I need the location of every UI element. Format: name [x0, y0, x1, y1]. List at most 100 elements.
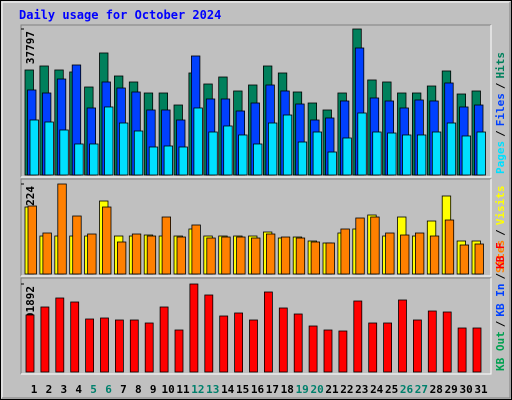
x-tick-label: 23 — [355, 383, 368, 396]
x-tick-label: 7 — [120, 383, 127, 396]
bar — [85, 318, 94, 373]
bar — [474, 243, 484, 275]
bar — [25, 314, 35, 373]
bar — [72, 215, 82, 275]
legend-separator: / — [494, 273, 507, 280]
bar — [442, 311, 452, 373]
bar — [476, 131, 486, 176]
x-tick-label: 12 — [191, 383, 204, 396]
bar — [191, 224, 201, 275]
bar — [385, 232, 395, 275]
bar — [427, 310, 437, 373]
x-tick-label: 3 — [60, 383, 67, 396]
panel-border — [20, 277, 491, 374]
panel-border — [21, 25, 492, 178]
bar — [176, 236, 186, 275]
x-tick-label: 13 — [206, 383, 219, 396]
x-tick-label: 24 — [370, 383, 384, 396]
x-tick-label: 2 — [46, 383, 53, 396]
bar — [446, 122, 457, 176]
legend-entry: KB In — [494, 284, 507, 317]
panel-border — [20, 24, 491, 177]
legend-separator: / — [494, 229, 507, 236]
bar — [416, 134, 427, 176]
bar — [189, 283, 199, 373]
y-max-label: 37797 — [24, 31, 37, 64]
legend-entry: Pages — [494, 141, 507, 174]
bar — [146, 235, 157, 275]
legend-entry: Files — [494, 93, 507, 126]
x-tick-label: 22 — [340, 383, 353, 396]
bar — [278, 307, 288, 373]
x-tick-label: 20 — [310, 383, 323, 396]
x-tick-label: 18 — [281, 383, 294, 396]
bar — [357, 112, 367, 176]
bar — [27, 205, 37, 275]
panel-border — [20, 178, 491, 276]
bar — [74, 143, 84, 176]
x-tick-label: 28 — [430, 383, 443, 396]
bar — [400, 234, 410, 275]
bar — [44, 121, 54, 176]
x-tick-label: 17 — [266, 383, 279, 396]
bar — [267, 122, 278, 176]
x-tick-label: 29 — [445, 383, 458, 396]
bar — [133, 130, 144, 176]
legend-entry: Sites — [494, 240, 507, 273]
bar — [325, 242, 335, 275]
x-tick-label: 16 — [251, 383, 265, 396]
x-tick-label: 4 — [75, 383, 82, 396]
bar — [238, 134, 248, 176]
bar — [249, 319, 258, 373]
bar — [353, 300, 363, 373]
bar — [342, 137, 352, 176]
bar — [115, 319, 124, 373]
bar — [461, 135, 472, 176]
bar — [89, 143, 99, 176]
bar — [327, 151, 337, 176]
bar — [100, 317, 109, 373]
bar — [282, 114, 293, 176]
bar — [161, 216, 172, 275]
bar — [368, 322, 378, 373]
x-tick-label: 25 — [385, 383, 398, 396]
legend: Sites / Visits — [494, 186, 507, 274]
bar — [119, 122, 129, 176]
bar — [338, 330, 348, 373]
bar — [280, 236, 291, 275]
x-tick-label: 8 — [135, 383, 142, 396]
x-tick-label: 21 — [325, 383, 339, 396]
chart-title: Daily usage for October 2024 — [19, 8, 221, 22]
legend-entry: Hits — [494, 52, 507, 79]
x-tick-label: 1 — [31, 383, 38, 396]
legend-separator: / — [494, 130, 507, 137]
legend-separator: / — [494, 82, 507, 89]
bar — [131, 233, 142, 275]
x-tick-label: 9 — [150, 383, 157, 396]
bar — [472, 327, 482, 373]
x-tick-label: 5 — [90, 383, 97, 396]
bar — [370, 216, 380, 275]
bar — [144, 322, 154, 373]
bar — [55, 297, 65, 373]
x-tick-label: 15 — [236, 383, 249, 396]
bar — [87, 233, 97, 275]
x-tick-label: 26 — [400, 383, 414, 396]
bar — [29, 119, 39, 176]
bar — [253, 143, 263, 176]
x-tick-label: 6 — [105, 383, 112, 396]
bar — [310, 241, 321, 275]
bar — [129, 319, 139, 373]
bar — [102, 206, 112, 275]
bar — [204, 294, 214, 373]
bar — [412, 319, 422, 373]
bar — [159, 306, 169, 373]
legend: KB Out / KB In / KB F — [494, 242, 507, 371]
bar — [223, 125, 233, 176]
bar — [208, 131, 218, 176]
bar — [323, 329, 333, 373]
legend-entry: Visits — [494, 186, 507, 226]
bar — [444, 219, 455, 275]
bar — [42, 232, 52, 275]
